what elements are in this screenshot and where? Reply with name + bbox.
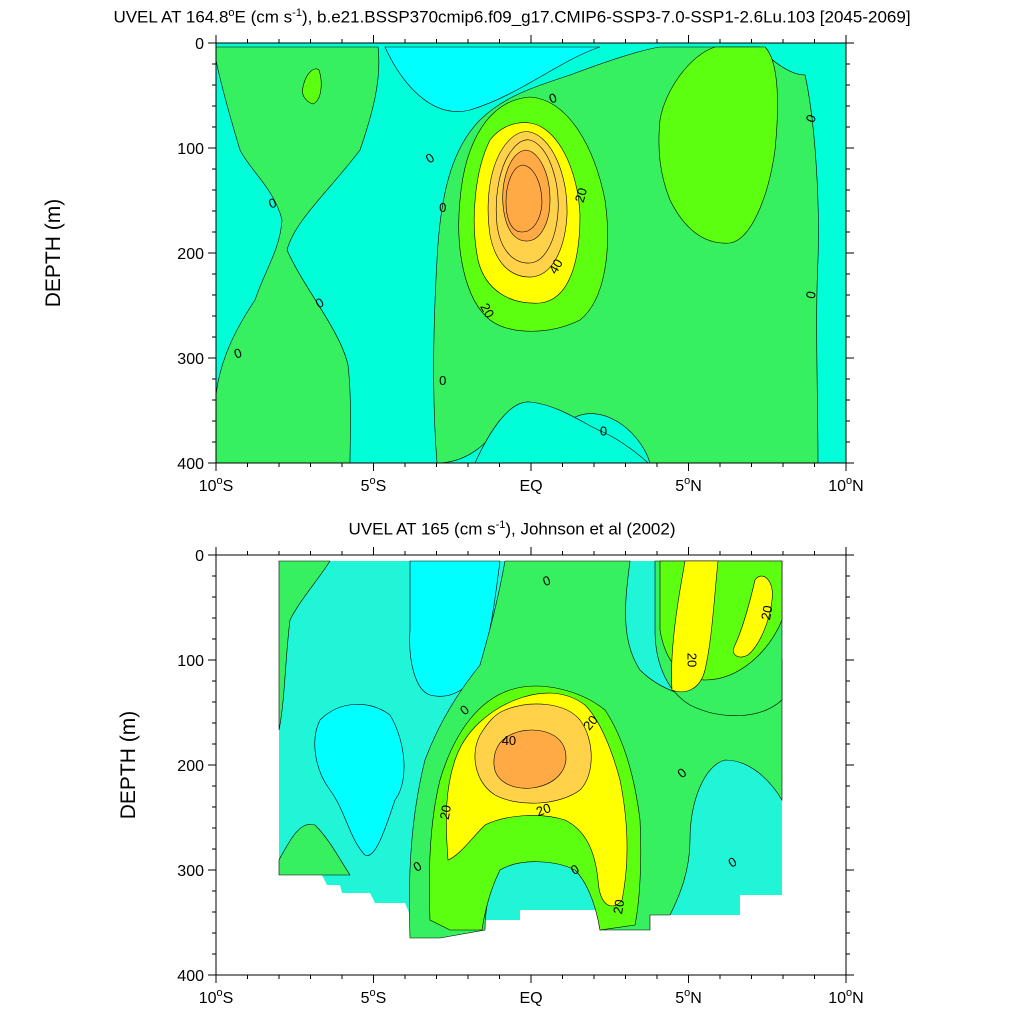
- y-tick-label: 100: [177, 141, 204, 158]
- x-tick-dir: N: [690, 478, 702, 495]
- contour-label: 0: [439, 200, 446, 215]
- bottom-plot-area: [278, 560, 783, 939]
- x-tick-dir: N: [852, 990, 864, 1007]
- title-part: ), b.e21.BSSP370cmip6.f09_g17.CMIP6-SSP3…: [301, 7, 911, 27]
- x-tick-label: 10oN: [828, 475, 863, 495]
- contour-label: 20: [477, 300, 497, 320]
- x-tick-label: EQ: [519, 478, 542, 495]
- y-tick-label: 100: [177, 653, 204, 670]
- title-part: UVEL AT 164.8: [113, 7, 229, 27]
- contour-label: 0: [803, 290, 819, 300]
- contour-label: 20: [437, 804, 454, 821]
- x-tick-dir: N: [690, 990, 702, 1007]
- y-tick-label: 0: [195, 36, 204, 53]
- x-tick-label: 5oN: [675, 987, 702, 1007]
- cyan-core-top: [384, 46, 601, 112]
- x-tick-num: EQ: [519, 990, 542, 1007]
- x-tick-degree: o: [370, 987, 376, 999]
- y-tick-label: 300: [177, 863, 204, 880]
- contour-label: 0: [541, 572, 553, 589]
- contour-label: 0: [267, 195, 279, 212]
- orange-core-bottom: [493, 729, 567, 789]
- x-tick-label: 5oN: [675, 475, 702, 495]
- bottom-chart-title: UVEL AT 165 (cm s-1), Johnson et al (200…: [0, 519, 1024, 540]
- x-tick-num: 10: [199, 478, 217, 495]
- x-tick-dir: S: [376, 990, 387, 1007]
- x-tick-degree: o: [217, 475, 223, 487]
- y-axis-label: DEPTH (m): [117, 711, 140, 820]
- x-tick-num: 5: [361, 990, 370, 1007]
- contour-label: 40: [546, 256, 566, 276]
- x-tick-dir: S: [223, 478, 234, 495]
- cyan-blob-left: [314, 704, 405, 856]
- y-tick-label: 200: [177, 758, 204, 775]
- green-bl-corner: [278, 823, 351, 876]
- contour-label: 20: [610, 898, 627, 915]
- y-tick-label: 0: [195, 548, 204, 565]
- y-tick-label: 300: [177, 351, 204, 368]
- x-tick-num: EQ: [519, 478, 542, 495]
- x-tick-label: 10oN: [828, 987, 863, 1007]
- x-tick-degree: o: [684, 475, 690, 487]
- contour-label: 40: [502, 733, 516, 748]
- contour-label: 20: [685, 653, 700, 667]
- x-tick-label: 5oS: [361, 475, 387, 495]
- green-left-edge: [278, 560, 331, 731]
- x-tick-label: 5oS: [361, 987, 387, 1007]
- orange-inner: [505, 164, 543, 233]
- contour-label: 0: [600, 424, 607, 439]
- yellow-right-strip: [671, 560, 719, 693]
- contour-label: 20: [572, 186, 590, 204]
- bright-green-left-small: [302, 68, 322, 105]
- title-part: ), Johnson et al (2002): [505, 519, 676, 539]
- title-part: o: [228, 7, 235, 19]
- x-tick-degree: o: [684, 987, 690, 999]
- bright-green-right: [658, 46, 778, 244]
- top-plot-area: [216, 43, 846, 463]
- contour-label: 20: [758, 604, 775, 621]
- x-tick-degree: o: [846, 475, 852, 487]
- y-axis-label: DEPTH (m): [42, 199, 65, 308]
- contour-label: 0: [547, 90, 559, 107]
- x-tick-dir: S: [223, 990, 234, 1007]
- contour-label: 0: [232, 345, 244, 362]
- cyan-bottom-center: [474, 401, 649, 463]
- title-part: -1: [495, 519, 506, 531]
- x-tick-num: 10: [828, 990, 846, 1007]
- x-tick-num: 10: [828, 478, 846, 495]
- x-tick-label: 10oS: [199, 987, 234, 1007]
- y-tick-label: 400: [177, 968, 204, 985]
- x-tick-degree: o: [370, 475, 376, 487]
- x-tick-dir: N: [852, 478, 864, 495]
- title-part: -1: [292, 7, 302, 19]
- x-tick-num: 5: [675, 478, 684, 495]
- x-tick-degree: o: [217, 987, 223, 999]
- x-tick-label: 10oS: [199, 475, 234, 495]
- top-chart-title: UVEL AT 164.8oE (cm s-1), b.e21.BSSP370c…: [0, 7, 1024, 28]
- contour-label: 0: [803, 112, 820, 124]
- x-tick-num: 10: [199, 990, 217, 1007]
- x-tick-degree: o: [846, 987, 852, 999]
- yellow-right-small: [733, 575, 773, 658]
- x-tick-num: 5: [675, 990, 684, 1007]
- contour-label: 0: [439, 373, 446, 388]
- title-part: UVEL AT 165 (cm s: [348, 519, 496, 539]
- y-tick-label: 200: [177, 246, 204, 263]
- title-part: E (cm s: [234, 7, 293, 27]
- x-tick-dir: S: [376, 478, 387, 495]
- contour-label: 20: [534, 800, 553, 819]
- x-tick-label: EQ: [519, 990, 542, 1007]
- x-tick-num: 5: [361, 478, 370, 495]
- y-tick-label: 400: [177, 456, 204, 473]
